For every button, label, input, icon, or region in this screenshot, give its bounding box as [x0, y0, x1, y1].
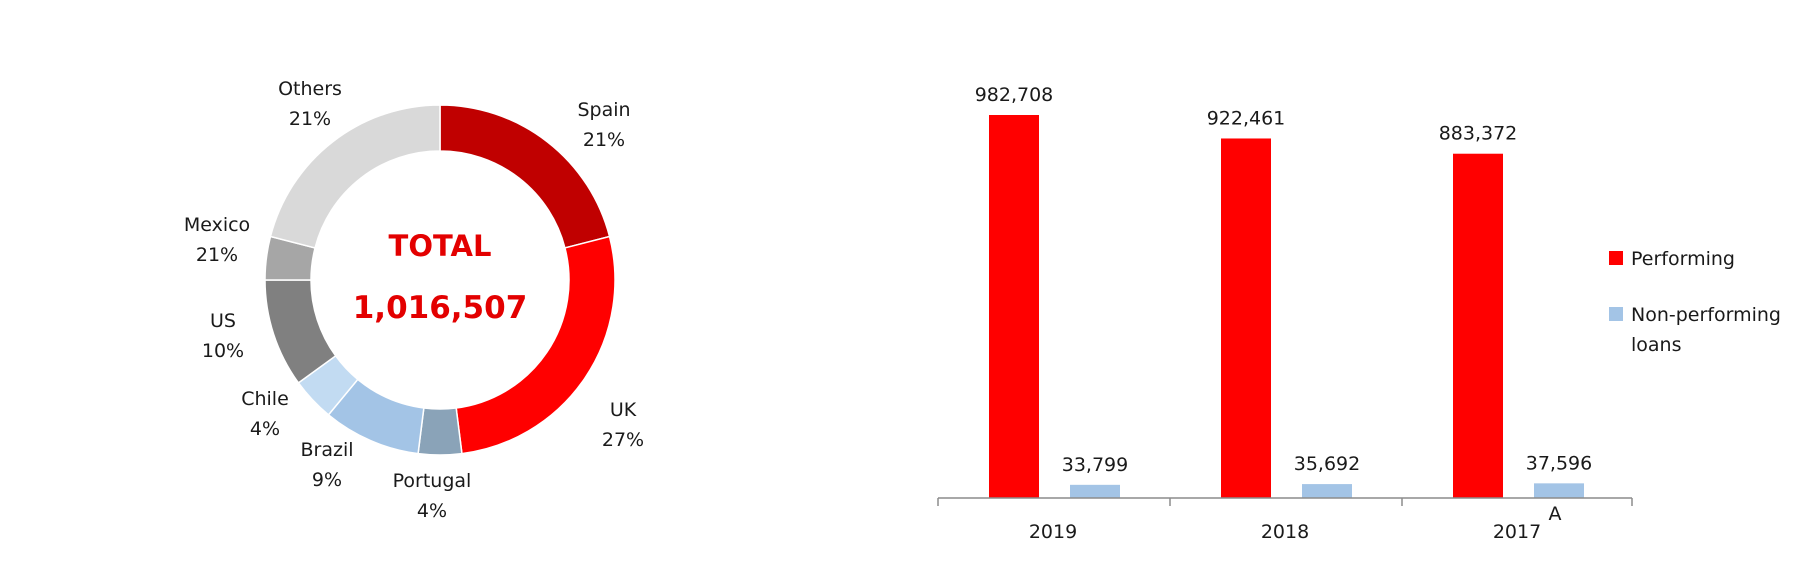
donut-value-uk: 27%: [602, 429, 644, 451]
bar-label-non-performing-loans-2018: 35,692: [1294, 453, 1360, 475]
donut-value-brazil: 9%: [312, 469, 342, 491]
donut-label-chile: Chile: [241, 388, 289, 410]
donut-label-spain: Spain: [577, 99, 630, 121]
legend: Performing Non-performing loans: [1609, 248, 1781, 356]
donut-value-spain: 21%: [583, 129, 625, 151]
donut-label-uk: UK: [610, 399, 637, 421]
bar-label-non-performing-loans-2017: 37,596: [1526, 452, 1592, 474]
donut-center-value: 1,016,507: [353, 290, 528, 326]
donut-label-brazil: Brazil: [300, 439, 353, 461]
x-tick-label-2017: 2017: [1493, 521, 1541, 543]
axis-annotation: A: [1549, 503, 1562, 525]
legend-swatch-performing: [1609, 251, 1623, 265]
donut-slice-uk: [455, 235, 616, 455]
donut-slice-others: [269, 104, 441, 249]
donut-center-title: TOTAL: [389, 229, 492, 263]
bar-performing-2018: [1221, 138, 1271, 498]
x-tick-label-2019: 2019: [1029, 521, 1077, 543]
bar-performing-2017: [1453, 153, 1503, 498]
donut-value-portugal: 4%: [417, 500, 447, 522]
donut-slice-spain: [439, 104, 611, 249]
donut-value-mexico: 21%: [196, 244, 238, 266]
donut-value-others: 21%: [289, 108, 331, 130]
donut-labels: Spain 21% UK 27% Portugal 4% Brazil 9% Chile 4% US…: [184, 78, 644, 522]
legend-swatch-npl: [1609, 307, 1623, 321]
legend-label-npl-line2: loans: [1631, 334, 1682, 356]
bar-performing-2019: [989, 115, 1039, 498]
bar-non-performing-loans-2017: [1534, 483, 1584, 498]
donut-value-us: 10%: [202, 340, 244, 362]
bar-non-performing-loans-2019: [1070, 484, 1120, 498]
x-tick-label-2018: 2018: [1261, 521, 1309, 543]
donut-label-portugal: Portugal: [393, 470, 472, 492]
bar-label-performing-2019: 982,708: [975, 84, 1054, 106]
bar-chart: 2019 2018 2017 982,708 33,799 922,461 35,692 8…: [937, 84, 1633, 543]
donut-chart: Spain 21% UK 27% Portugal 4% Brazil 9% Chile 4% US…: [184, 78, 644, 522]
donut-slice-portugal: [417, 407, 463, 456]
donut-label-us: US: [210, 310, 236, 332]
bar-label-performing-2018: 922,461: [1207, 107, 1286, 129]
bar-non-performing-loans-2018: [1302, 484, 1352, 498]
bar-marks: [989, 115, 1584, 498]
bar-label-non-performing-loans-2019: 33,799: [1062, 454, 1128, 476]
donut-slices: [264, 104, 616, 456]
legend-label-performing: Performing: [1631, 248, 1735, 270]
legend-label-npl: Non-performing: [1631, 304, 1781, 326]
bar-labels: 982,708 33,799 922,461 35,692 883,372 37,596: [975, 84, 1593, 476]
donut-value-chile: 4%: [250, 418, 280, 440]
bar-label-performing-2017: 883,372: [1439, 123, 1518, 145]
donut-label-mexico: Mexico: [184, 214, 250, 236]
x-axis-ticks: 2019 2018 2017: [937, 498, 1633, 543]
donut-label-others: Others: [278, 78, 342, 100]
